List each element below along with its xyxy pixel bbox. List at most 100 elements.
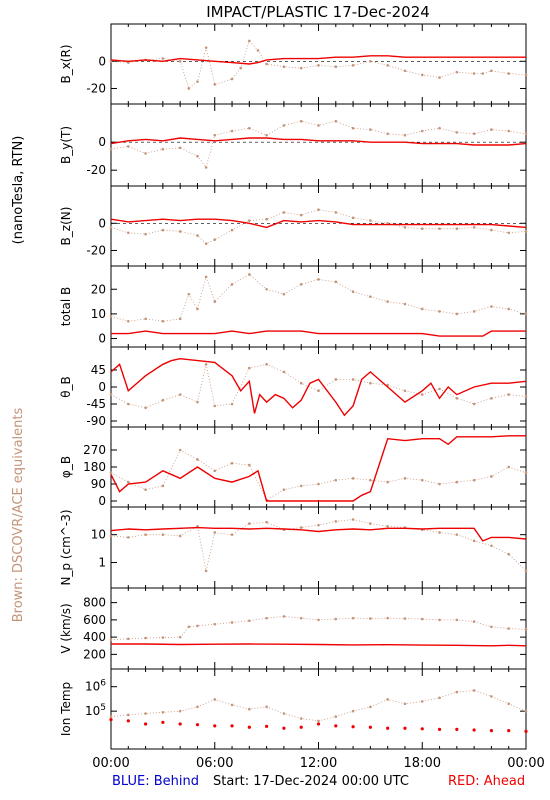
series-brown [110,40,527,90]
data-point-brown [299,283,303,286]
data-point-brown [420,73,424,77]
x-tick-label: 06:00 [196,756,233,771]
data-point-brown [282,65,286,69]
data-point-red [386,726,390,730]
data-point-brown [386,64,389,67]
data-point-brown [109,315,113,318]
y-axis-label: V (km/s) [59,603,73,653]
data-point-brown [161,57,165,60]
data-point-red [472,728,476,732]
data-point-brown [161,147,165,151]
data-point-red [489,729,494,733]
data-point-brown [386,524,389,528]
data-point-brown [204,166,208,169]
panel-phi: 0 90 180 270 φ_B [59,426,528,508]
series-red [111,330,526,337]
y-tick-label: -90 [86,414,106,428]
data-point-brown [420,227,424,231]
data-point-brown [161,710,165,714]
data-point-brown [213,300,217,303]
tick-exponent: 5 [100,703,106,713]
data-point-brown [265,133,268,137]
y-tick-label: 20 [91,282,106,296]
panel-frame [110,506,527,589]
data-point-brown [230,703,234,707]
data-point-brown [472,620,476,623]
data-point-brown [420,307,424,311]
y-tick-label: 0 [98,135,106,149]
panel-frame [110,346,527,428]
panel-frame [110,185,527,267]
data-point-brown [161,533,165,536]
y-axis-label: B_x(R) [59,44,73,83]
data-point-brown [481,72,485,75]
y-tick-label: 10 [91,528,106,542]
panel-bx: -20 0 B_x(R) [59,23,528,105]
y-tick-label: -20 [86,163,106,177]
panel-btot: 0 10 20 total B [59,265,528,348]
y-tick-label: 0 [98,380,106,394]
data-point-red [247,725,251,729]
data-point-brown [524,628,528,631]
panel-frame [110,587,527,670]
data-point-brown [455,480,459,484]
data-point-brown [317,278,320,281]
y-tick-label: 105 [85,703,106,718]
y-tick-label: -20 [86,243,106,257]
panel-by: -20 0 B_y(T) [59,103,528,187]
data-point-brown [144,533,147,536]
data-point-brown [490,475,493,478]
data-point-brown [403,302,407,306]
data-point-brown [265,616,268,620]
series-red [110,526,527,542]
data-point-brown [507,627,511,630]
series-brown [110,519,527,572]
data-point-brown [230,461,234,465]
data-point-brown [299,381,303,385]
y-axis-label: total B [59,287,73,327]
data-point-brown [507,393,511,396]
y-axis-label: Ion Temp [59,682,73,736]
data-point-brown [386,132,389,136]
data-point-brown [178,317,182,321]
data-point-brown [109,471,113,474]
data-point-brown [299,119,303,123]
x-tick-label: 00:00 [92,756,129,771]
data-point-brown [403,617,407,620]
data-point-brown [161,398,165,402]
y-tick-label: 45 [91,363,106,377]
data-point-brown [420,393,424,396]
data-point-brown [455,131,459,134]
data-point-brown [334,478,338,482]
y-tick-label: 200 [83,647,106,661]
data-point-brown [248,219,251,222]
data-point-brown [178,230,182,233]
data-point-red [143,722,148,726]
panel-frame [110,23,527,105]
panels-group: -200B_x(R)-200B_y(T)-200B_z(N)01020total… [59,23,545,771]
tick-exponent: 6 [100,679,106,689]
data-point-brown [196,624,199,628]
panel-theta: -90 -45 0 45 θ_B [59,346,528,428]
data-point-brown [204,569,208,573]
panel-frame [110,668,527,750]
data-point-red [213,724,217,728]
data-point-red [351,725,355,729]
data-point-brown [317,523,320,527]
data-point-brown [265,217,268,221]
footer-ahead: RED: Ahead [448,774,525,789]
panel-bz: -20 0 B_z(N) [59,185,528,267]
panel-temp: 105 106 Ion Temp [59,668,528,750]
y-tick-label: 0 [98,332,106,346]
data-point-brown [472,402,476,406]
footer-start: Start: 17-Dec-2024 00:00 UTC [213,774,409,789]
data-point-brown [248,522,251,525]
data-point-red [403,726,407,730]
data-point-brown [317,64,320,67]
data-point-red [368,725,372,729]
data-point-red [524,729,528,733]
data-point-brown [351,64,355,67]
data-point-brown [490,69,493,73]
data-point-brown [317,389,320,393]
data-point-red [455,727,459,731]
